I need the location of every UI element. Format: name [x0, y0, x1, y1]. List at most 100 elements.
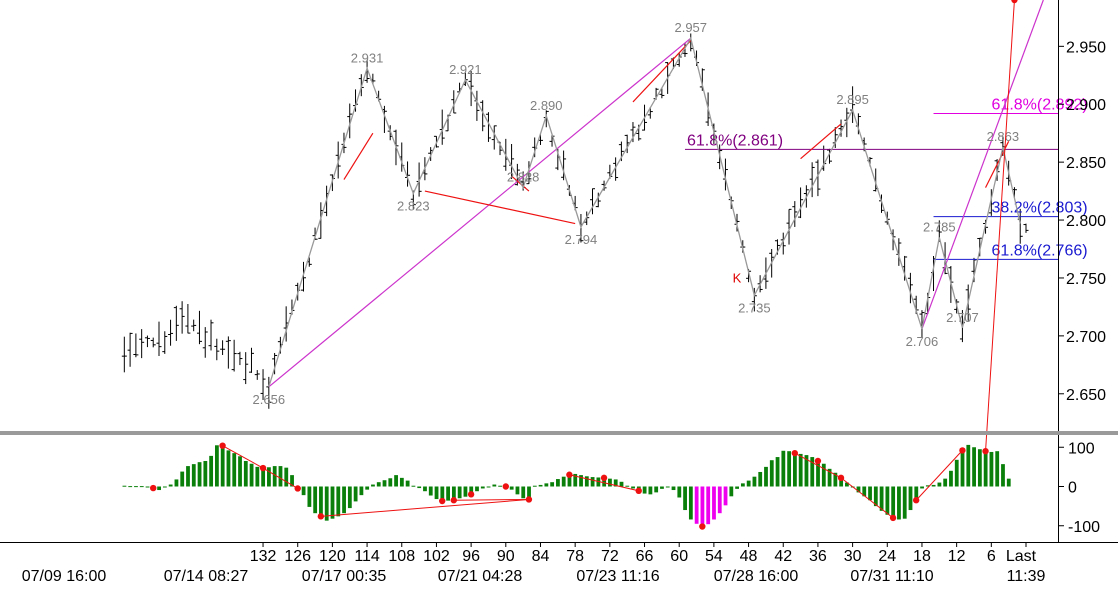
oscillator-bar [180, 471, 185, 487]
oscillator-bar [527, 486, 531, 500]
oscillator-bar [515, 486, 520, 495]
x-tick-label: 126 [284, 548, 311, 565]
divergence-line [632, 40, 692, 103]
x-tick-label: 78 [566, 548, 584, 565]
x-tick-label: 30 [844, 548, 862, 565]
x-tick-label: 24 [878, 548, 896, 565]
oscillator-bar [810, 457, 815, 487]
oscillator-bar [186, 466, 190, 487]
y-tick-label: 2.750 [1066, 271, 1106, 288]
oscillator-bar [949, 470, 953, 487]
oscillator-bar [879, 486, 884, 511]
oscillator-bars [122, 444, 1011, 527]
oscillator-bar [238, 456, 242, 487]
oscillator-bar [203, 460, 208, 487]
divergence-line [222, 445, 264, 469]
oscillator-bar [521, 486, 526, 499]
oscillator-bar [162, 486, 167, 488]
oscillator-bar [977, 449, 982, 487]
oscillator-bar [532, 485, 537, 487]
oscillator-bar [428, 486, 433, 496]
x-tick-label: 66 [636, 548, 654, 565]
x-tick-label: Last [1006, 548, 1037, 565]
oscillator-bar [405, 480, 410, 487]
oscillator-bar [873, 486, 878, 507]
divergence-dot [600, 474, 608, 482]
pivot-label: 2.957 [674, 20, 707, 35]
x-date-label: 07/17 00:35 [302, 568, 387, 585]
oscillator-bar [492, 484, 497, 487]
y-tick-label: 2.800 [1066, 213, 1106, 230]
oscillator-bar [660, 486, 664, 489]
oscillator-bar [475, 486, 479, 492]
oscillator-bar [960, 450, 965, 487]
pivot-label: 2.890 [530, 98, 563, 113]
oscillator-bar [353, 486, 358, 502]
divergence-dot [814, 457, 822, 465]
oscillator-bar [579, 475, 583, 487]
oscillator-bar [122, 485, 127, 487]
oscillator-bar [209, 455, 214, 487]
x-tick-label: 120 [319, 548, 346, 565]
oscillator-bar [388, 478, 393, 487]
y-tick-label: 2.850 [1066, 155, 1106, 172]
oscillator-bar [914, 486, 919, 501]
oscillator-bar [584, 476, 589, 487]
pivot-label: 2.931 [351, 50, 384, 65]
oscillator-bar [654, 486, 659, 493]
oscillator-bar [764, 466, 768, 487]
oscillator-bar [793, 453, 797, 487]
oscillator-bar [573, 473, 578, 487]
oscillator-bar [1006, 478, 1011, 487]
oscillator-bar [313, 486, 318, 514]
oscillator-bar [371, 484, 375, 487]
divergence-dot [150, 484, 157, 492]
oscillator-bar [376, 482, 381, 487]
x-tick-label: 6 [987, 548, 996, 565]
x-tick-label: 84 [532, 548, 550, 565]
oscillator-bar [134, 486, 138, 488]
divergence-line [985, 0, 1015, 452]
oscillator-bar [602, 477, 607, 487]
pivot-label: 2.828 [507, 170, 540, 185]
divergence-dot [566, 471, 573, 478]
oscillator-bar [411, 485, 416, 487]
oscillator-bar [330, 486, 335, 519]
divergence-line [343, 132, 374, 180]
oscillator-bar [544, 483, 549, 487]
y-tick-label: 100 [1068, 440, 1095, 457]
oscillator-bar [931, 484, 936, 487]
divergence-line [262, 467, 298, 489]
oscillator-bar [989, 451, 994, 487]
oscillator-bar [688, 486, 693, 520]
oscillator-bar [463, 486, 468, 497]
divergence-line [800, 123, 842, 160]
oscillator-bar [561, 476, 566, 487]
pivot-label: 2.823 [397, 198, 430, 213]
oscillator-bar [902, 486, 907, 519]
y-tick-label: 2.700 [1066, 329, 1106, 346]
oscillator-bar [434, 486, 439, 500]
oscillator-bar [197, 462, 202, 487]
oscillator-bar [966, 444, 971, 487]
oscillator-bar [261, 468, 266, 487]
divergence-line [794, 452, 842, 479]
oscillator-bar [215, 445, 219, 487]
oscillator-bar [735, 486, 739, 489]
oscillator-bar [342, 486, 346, 514]
pivot-label: 2.656 [253, 392, 286, 407]
trendline [921, 0, 1044, 330]
oscillator-bar [1001, 464, 1005, 487]
oscillator-bar [278, 466, 283, 487]
oscillator-bar [845, 482, 849, 487]
oscillator-bar [399, 477, 404, 487]
pivot-label: 2.735 [738, 300, 771, 315]
oscillator-bar [423, 486, 427, 492]
y-tick-label: -100 [1068, 519, 1100, 536]
oscillator-bar [925, 485, 930, 487]
x-tick-label: 36 [809, 548, 827, 565]
oscillator-bar [267, 467, 271, 487]
price-bars [121, 33, 1029, 409]
oscillator-bar [486, 486, 491, 488]
